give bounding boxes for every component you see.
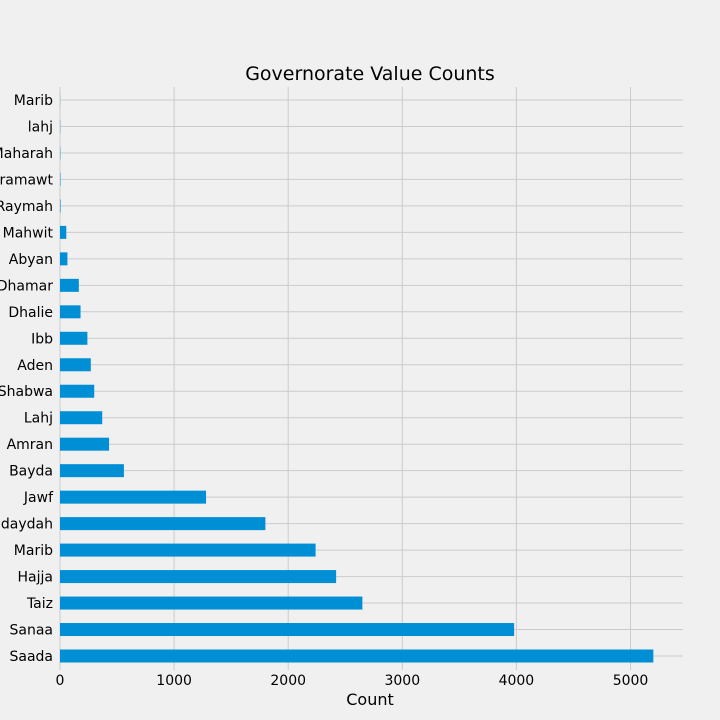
x-tick-label: 2000 (270, 673, 306, 689)
y-tick-label: AL Maharah (0, 146, 53, 162)
y-tick-label: Marib (14, 543, 53, 559)
bar-dhalie (60, 305, 81, 319)
y-tick-label: Lahj (24, 411, 53, 427)
y-tick-labels: Saada Sanaa Taiz Hajja Marib Hudaydah Jawf Bayd… (0, 93, 54, 665)
y-tick-label: Hudaydah (0, 517, 53, 533)
y-tick-label: Hadramawt (0, 172, 54, 188)
bar-aden (60, 358, 91, 372)
chart-title: Governorate Value Counts (245, 63, 495, 85)
y-tick-label: Dhalie (8, 305, 53, 321)
x-axis-label: Count (346, 690, 394, 709)
y-tick-label: Raymah (0, 199, 53, 215)
x-tick-label: 4000 (499, 673, 535, 689)
x-tick-label: 3000 (384, 673, 420, 689)
y-tick-label: Amran (7, 437, 53, 453)
bar-ibb (60, 331, 88, 345)
y-tick-label: Shabwa (0, 384, 53, 400)
y-tick-label: Hajja (18, 570, 53, 586)
y-tick-label: Saada (9, 649, 53, 665)
bar-lahj (60, 411, 103, 425)
bar-bayda (60, 464, 124, 478)
bar-jawf (60, 490, 207, 504)
bar-raymah (60, 199, 61, 213)
x-tick-label: 0 (56, 673, 65, 689)
y-tick-label: Bayda (9, 464, 53, 480)
x-tick-label: 5000 (613, 673, 649, 689)
y-tick-label: Ibb (31, 331, 53, 347)
bar-hajja (60, 570, 337, 584)
y-tick-label: Dhamar (0, 278, 53, 294)
y-tick-label: lahj (28, 119, 53, 135)
x-tick-labels: 0 1000 2000 3000 4000 5000 (56, 673, 649, 689)
bar-sanaa (60, 623, 515, 637)
y-tick-label: Jawf (23, 490, 54, 506)
y-tick-label: Sanaa (10, 623, 54, 639)
bar-hudaydah (60, 517, 266, 531)
bar-marib (60, 543, 316, 557)
y-tick-label: Mahwit (3, 225, 54, 241)
bar-shabwa (60, 384, 95, 398)
bar-saada (60, 649, 654, 663)
y-tick-label: Abyan (9, 252, 53, 268)
y-tick-label: Marib (14, 93, 53, 109)
bar-mahwit (60, 225, 67, 239)
y-tick-label: Taiz (26, 596, 53, 612)
bar-dhamar (60, 278, 79, 292)
y-tick-label: Aden (17, 358, 53, 374)
bars (60, 93, 654, 663)
bar-taiz (60, 596, 363, 610)
bar-abyan (60, 252, 68, 266)
bar-amran (60, 437, 110, 451)
x-tick-label: 1000 (156, 673, 192, 689)
